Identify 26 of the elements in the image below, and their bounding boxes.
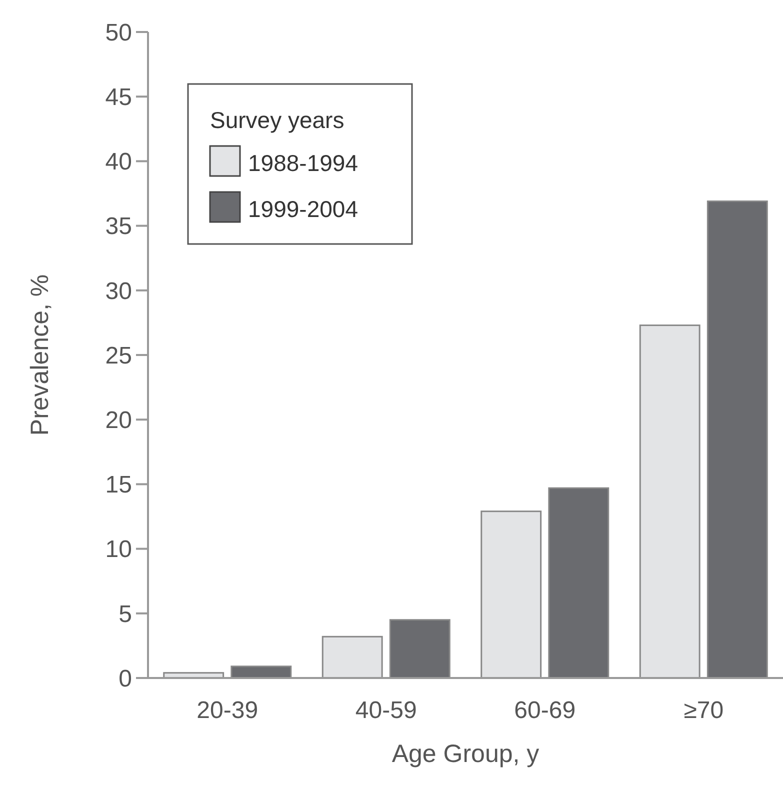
y-tick-label: 30 bbox=[105, 278, 132, 305]
legend-label: 1988-1994 bbox=[248, 150, 358, 176]
bar bbox=[639, 324, 700, 679]
x-axis-title: Age Group, y bbox=[392, 740, 540, 768]
bar bbox=[480, 510, 542, 679]
y-tick-label: 15 bbox=[105, 472, 132, 499]
bar bbox=[322, 636, 383, 679]
bar bbox=[389, 619, 450, 679]
legend-label: 1999-2004 bbox=[248, 196, 358, 222]
y-tick-label: 0 bbox=[118, 665, 132, 692]
y-tick-label: 40 bbox=[105, 148, 132, 176]
y-tick-label: 45 bbox=[105, 84, 132, 111]
x-tick-label: ≥70 bbox=[684, 697, 724, 724]
y-tick-label: 35 bbox=[105, 213, 132, 240]
legend-title: Survey years bbox=[210, 107, 344, 133]
x-tick-label: 40-59 bbox=[355, 697, 417, 724]
y-tick-label: 20 bbox=[105, 407, 132, 434]
y-tick-label: 10 bbox=[105, 536, 132, 564]
y-tick-label: 25 bbox=[105, 342, 132, 370]
y-tick-label: 50 bbox=[105, 19, 132, 46]
bar bbox=[706, 200, 768, 679]
x-tick-label: 60-69 bbox=[514, 697, 576, 724]
y-axis-title: Prevalence, % bbox=[26, 274, 54, 436]
x-tick-label: 20-39 bbox=[196, 697, 258, 724]
bar bbox=[548, 487, 610, 679]
y-tick-label: 5 bbox=[118, 600, 132, 628]
